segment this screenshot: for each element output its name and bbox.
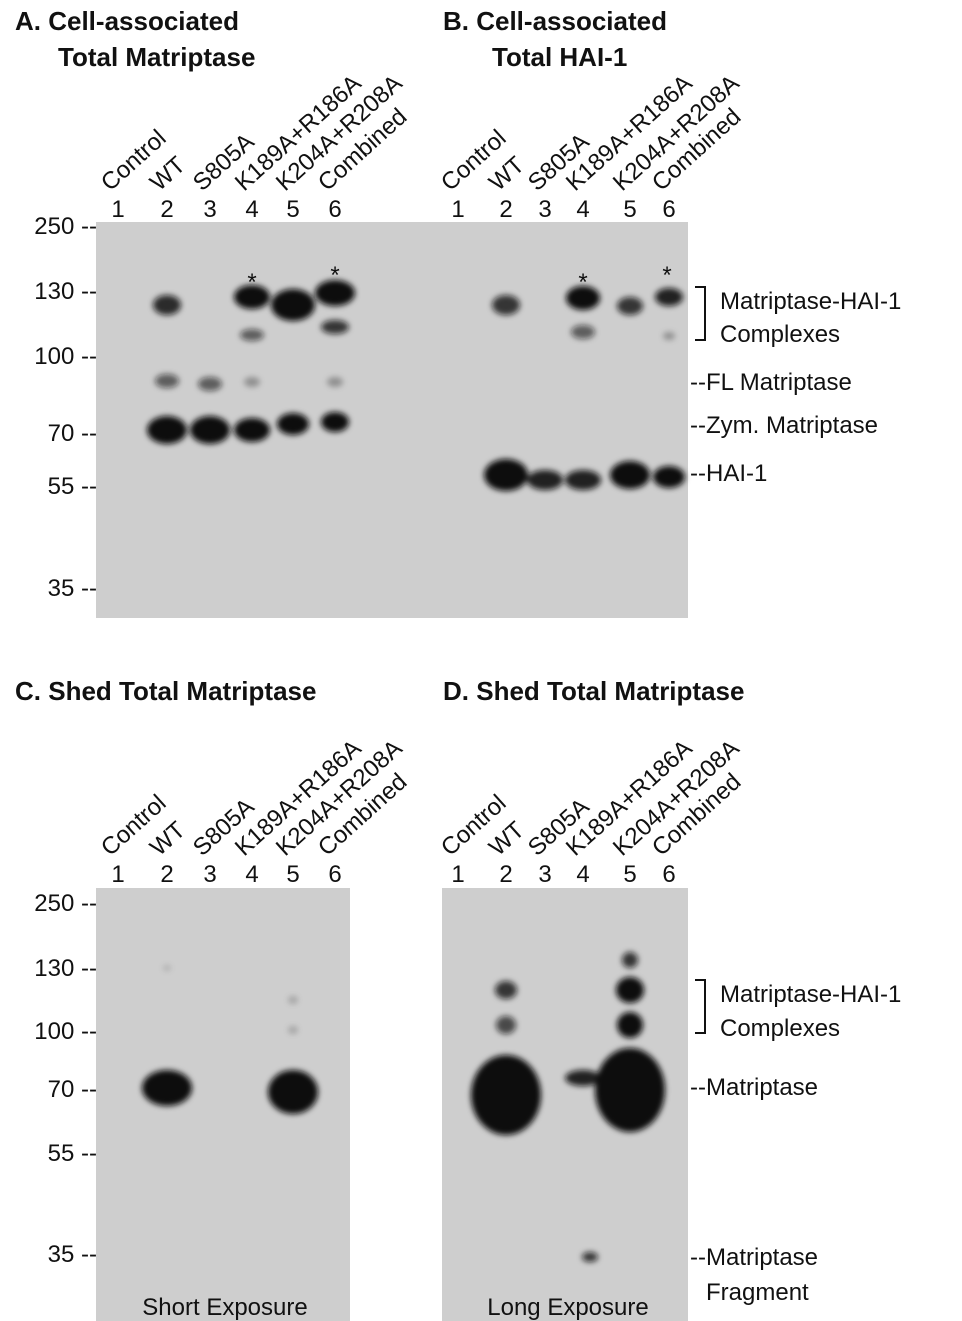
band [655, 288, 683, 306]
band [271, 289, 315, 321]
mw-marker: 35 -- [48, 1241, 97, 1268]
band [617, 1012, 643, 1038]
figure: A. Cell-associatedTotal Matriptase1Contr… [0, 0, 962, 1321]
band [496, 1016, 516, 1034]
lane-number: 4 [245, 861, 258, 888]
annotation: Complexes [720, 321, 840, 348]
band [142, 1070, 192, 1106]
lane-number: 5 [623, 196, 636, 223]
panel-title: Total Matriptase [58, 42, 255, 72]
band [327, 377, 343, 387]
exposure-label: Short Exposure [142, 1294, 307, 1321]
lane-number: 6 [328, 196, 341, 223]
lane-number: 2 [499, 196, 512, 223]
band [321, 412, 349, 432]
band [198, 377, 222, 391]
annotation: Matriptase-HAI-1 [720, 981, 901, 1008]
band [653, 466, 685, 488]
annotation: Complexes [720, 1015, 840, 1042]
annotation: --HAI-1 [690, 460, 767, 487]
annotation: --FL Matriptase [690, 369, 852, 396]
panel-title: C. Shed Total Matriptase [15, 676, 316, 706]
band [622, 952, 638, 968]
band [240, 329, 264, 341]
panel-title: B. Cell-associated [443, 6, 667, 36]
mw-marker: 130 -- [34, 278, 97, 305]
lane-number: 4 [245, 196, 258, 223]
lane-number: 6 [662, 861, 675, 888]
panel-title: Total HAI-1 [492, 42, 627, 72]
bracket [695, 980, 705, 1033]
blot [442, 222, 688, 618]
band [495, 981, 517, 999]
band [617, 297, 643, 315]
mw-marker: 100 -- [34, 1018, 97, 1045]
lane-number: 2 [499, 861, 512, 888]
asterisk: * [247, 269, 256, 296]
band [234, 418, 270, 442]
lane-number: 6 [328, 861, 341, 888]
band [190, 416, 230, 444]
annotation: --Zym. Matriptase [690, 412, 878, 439]
band [163, 965, 171, 971]
lane-number: 5 [286, 861, 299, 888]
panel-title: A. Cell-associated [15, 6, 239, 36]
band [595, 1048, 665, 1132]
band [610, 461, 650, 489]
bracket [695, 287, 705, 340]
band [565, 470, 601, 490]
band [527, 470, 563, 490]
lane-number: 2 [160, 196, 173, 223]
band [288, 996, 298, 1004]
band [616, 977, 644, 1003]
band [582, 1252, 598, 1262]
lane-number: 5 [286, 196, 299, 223]
mw-marker: 70 -- [48, 420, 97, 447]
mw-marker: 250 -- [34, 890, 97, 917]
band [268, 1070, 318, 1114]
lane-number: 4 [576, 861, 589, 888]
lane-number: 4 [576, 196, 589, 223]
asterisk: * [662, 262, 671, 289]
annotation: Matriptase-HAI-1 [720, 288, 901, 315]
lane-number: 1 [451, 861, 464, 888]
asterisk: * [330, 262, 339, 289]
panel-title: D. Shed Total Matriptase [443, 676, 744, 706]
lane-number: 1 [111, 861, 124, 888]
mw-marker: 55 -- [48, 1140, 97, 1167]
mw-marker: 100 -- [34, 343, 97, 370]
mw-marker: 35 -- [48, 575, 97, 602]
band [244, 377, 260, 387]
lane-number: 1 [451, 196, 464, 223]
lane-number: 3 [203, 861, 216, 888]
band [288, 1026, 298, 1034]
mw-marker: 55 -- [48, 473, 97, 500]
annotation: --Matriptase [690, 1074, 818, 1101]
lane-number: 3 [538, 196, 551, 223]
mw-marker: 130 -- [34, 955, 97, 982]
mw-marker: 250 -- [34, 213, 97, 240]
band [471, 1055, 541, 1135]
blot [96, 222, 442, 618]
band [492, 295, 520, 315]
lane-number: 1 [111, 196, 124, 223]
annotation: Fragment [706, 1279, 809, 1306]
band [153, 295, 181, 315]
exposure-label: Long Exposure [487, 1294, 648, 1321]
asterisk: * [578, 269, 587, 296]
lane-number: 2 [160, 861, 173, 888]
band [663, 332, 675, 340]
band [147, 416, 187, 444]
band [155, 374, 179, 388]
lane-number: 5 [623, 861, 636, 888]
lane-number: 3 [538, 861, 551, 888]
band [571, 325, 595, 339]
lane-number: 6 [662, 196, 675, 223]
band [484, 459, 528, 491]
annotation: --Matriptase [690, 1244, 818, 1271]
lane-number: 3 [203, 196, 216, 223]
mw-marker: 70 -- [48, 1076, 97, 1103]
band [277, 413, 309, 435]
band [321, 320, 349, 334]
